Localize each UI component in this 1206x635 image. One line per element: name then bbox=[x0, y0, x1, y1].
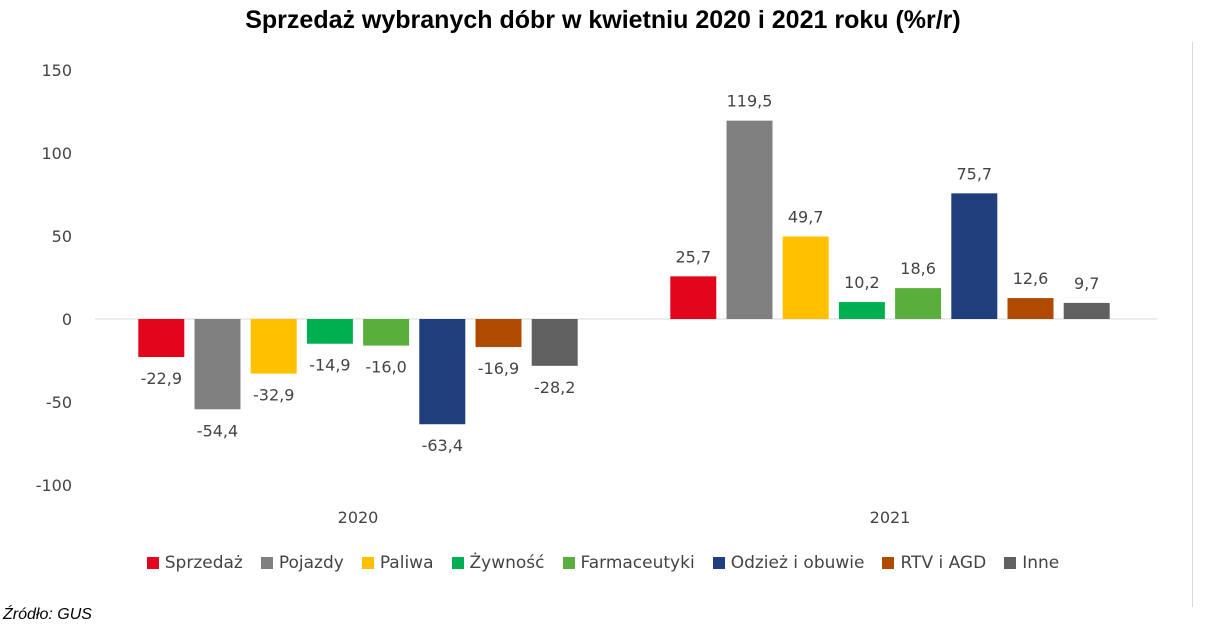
y-tick-label: 50 bbox=[52, 227, 72, 246]
bar-2021-1 bbox=[726, 120, 773, 319]
data-label: -63,4 bbox=[422, 436, 463, 455]
y-tick-label: 0 bbox=[62, 310, 72, 329]
data-label: -22,9 bbox=[141, 369, 182, 388]
bar-2021-7 bbox=[1063, 302, 1110, 319]
bar-2021-4 bbox=[895, 288, 942, 319]
bar-2021-6 bbox=[1007, 298, 1054, 319]
legend-label: Żywność bbox=[469, 553, 545, 573]
legend-item: RTV i AGD bbox=[882, 553, 986, 573]
legend-item: Żywność bbox=[451, 553, 545, 573]
legend-item: Inne bbox=[1004, 553, 1059, 573]
data-label: -16,0 bbox=[365, 358, 406, 377]
y-tick-label: -50 bbox=[46, 393, 72, 412]
plot-area-frame bbox=[14, 42, 1193, 607]
legend-swatch bbox=[361, 557, 374, 569]
bar-2021-2 bbox=[782, 236, 829, 319]
legend-swatch bbox=[260, 557, 273, 569]
y-tick-label: 150 bbox=[41, 61, 72, 80]
source-note: Źródło: GUS bbox=[3, 606, 92, 623]
legend-swatch bbox=[882, 557, 895, 569]
y-tick-label: -100 bbox=[36, 476, 72, 495]
legend-label: RTV i AGD bbox=[900, 553, 987, 573]
bar-2020-5 bbox=[419, 319, 466, 425]
legend-item: Odzież i obuwie bbox=[712, 553, 865, 573]
data-label: 10,2 bbox=[844, 273, 880, 292]
bar-2020-6 bbox=[475, 319, 522, 348]
legend-item: Farmaceutyki bbox=[562, 553, 695, 573]
legend-label: Pojazdy bbox=[278, 553, 344, 573]
legend-label: Odzież i obuwie bbox=[730, 553, 865, 573]
data-label: -14,9 bbox=[309, 356, 350, 375]
data-label: 18,6 bbox=[900, 259, 936, 278]
chart-title: Sprzedaż wybranych dóbr w kwietniu 2020 … bbox=[245, 6, 961, 34]
legend-item: Paliwa bbox=[361, 553, 434, 573]
category-label: 2021 bbox=[870, 508, 911, 527]
legend-item: Pojazdy bbox=[260, 553, 344, 573]
category-label: 2020 bbox=[338, 508, 379, 527]
data-label: 12,6 bbox=[1013, 269, 1049, 288]
data-label: 49,7 bbox=[788, 207, 824, 226]
legend-item: Sprzedaż bbox=[146, 553, 243, 573]
data-label: -16,9 bbox=[478, 359, 519, 378]
legend-swatch bbox=[451, 557, 464, 569]
legend-swatch bbox=[712, 557, 725, 569]
bar-2021-5 bbox=[951, 193, 998, 319]
legend-swatch bbox=[1004, 557, 1017, 569]
bar-2020-1 bbox=[194, 319, 241, 410]
bar-2020-4 bbox=[363, 319, 410, 346]
bar-2021-3 bbox=[838, 302, 885, 319]
legend-label: Paliwa bbox=[379, 553, 434, 573]
legend-label: Sprzedaż bbox=[164, 553, 243, 573]
data-label: 9,7 bbox=[1074, 274, 1099, 293]
bar-2020-0 bbox=[138, 319, 185, 358]
legend-swatch bbox=[146, 557, 159, 569]
bar-2020-3 bbox=[306, 319, 353, 344]
bar-2020-2 bbox=[250, 319, 297, 374]
legend-label: Farmaceutyki bbox=[580, 553, 695, 573]
data-label: 119,5 bbox=[727, 92, 773, 111]
legend-label: Inne bbox=[1022, 553, 1060, 573]
y-tick-label: 100 bbox=[41, 144, 72, 163]
bar-2021-0 bbox=[670, 276, 717, 319]
data-label: -54,4 bbox=[197, 421, 238, 440]
data-label: -28,2 bbox=[534, 378, 575, 397]
legend: Sprzedaż Pojazdy Paliwa Żywność Farmaceutyki… bbox=[0, 553, 1206, 573]
legend-swatch bbox=[562, 557, 575, 569]
bar-2020-7 bbox=[531, 319, 578, 366]
data-label: 75,7 bbox=[956, 164, 992, 183]
data-label: -32,9 bbox=[253, 386, 294, 405]
data-label: 25,7 bbox=[675, 247, 711, 266]
